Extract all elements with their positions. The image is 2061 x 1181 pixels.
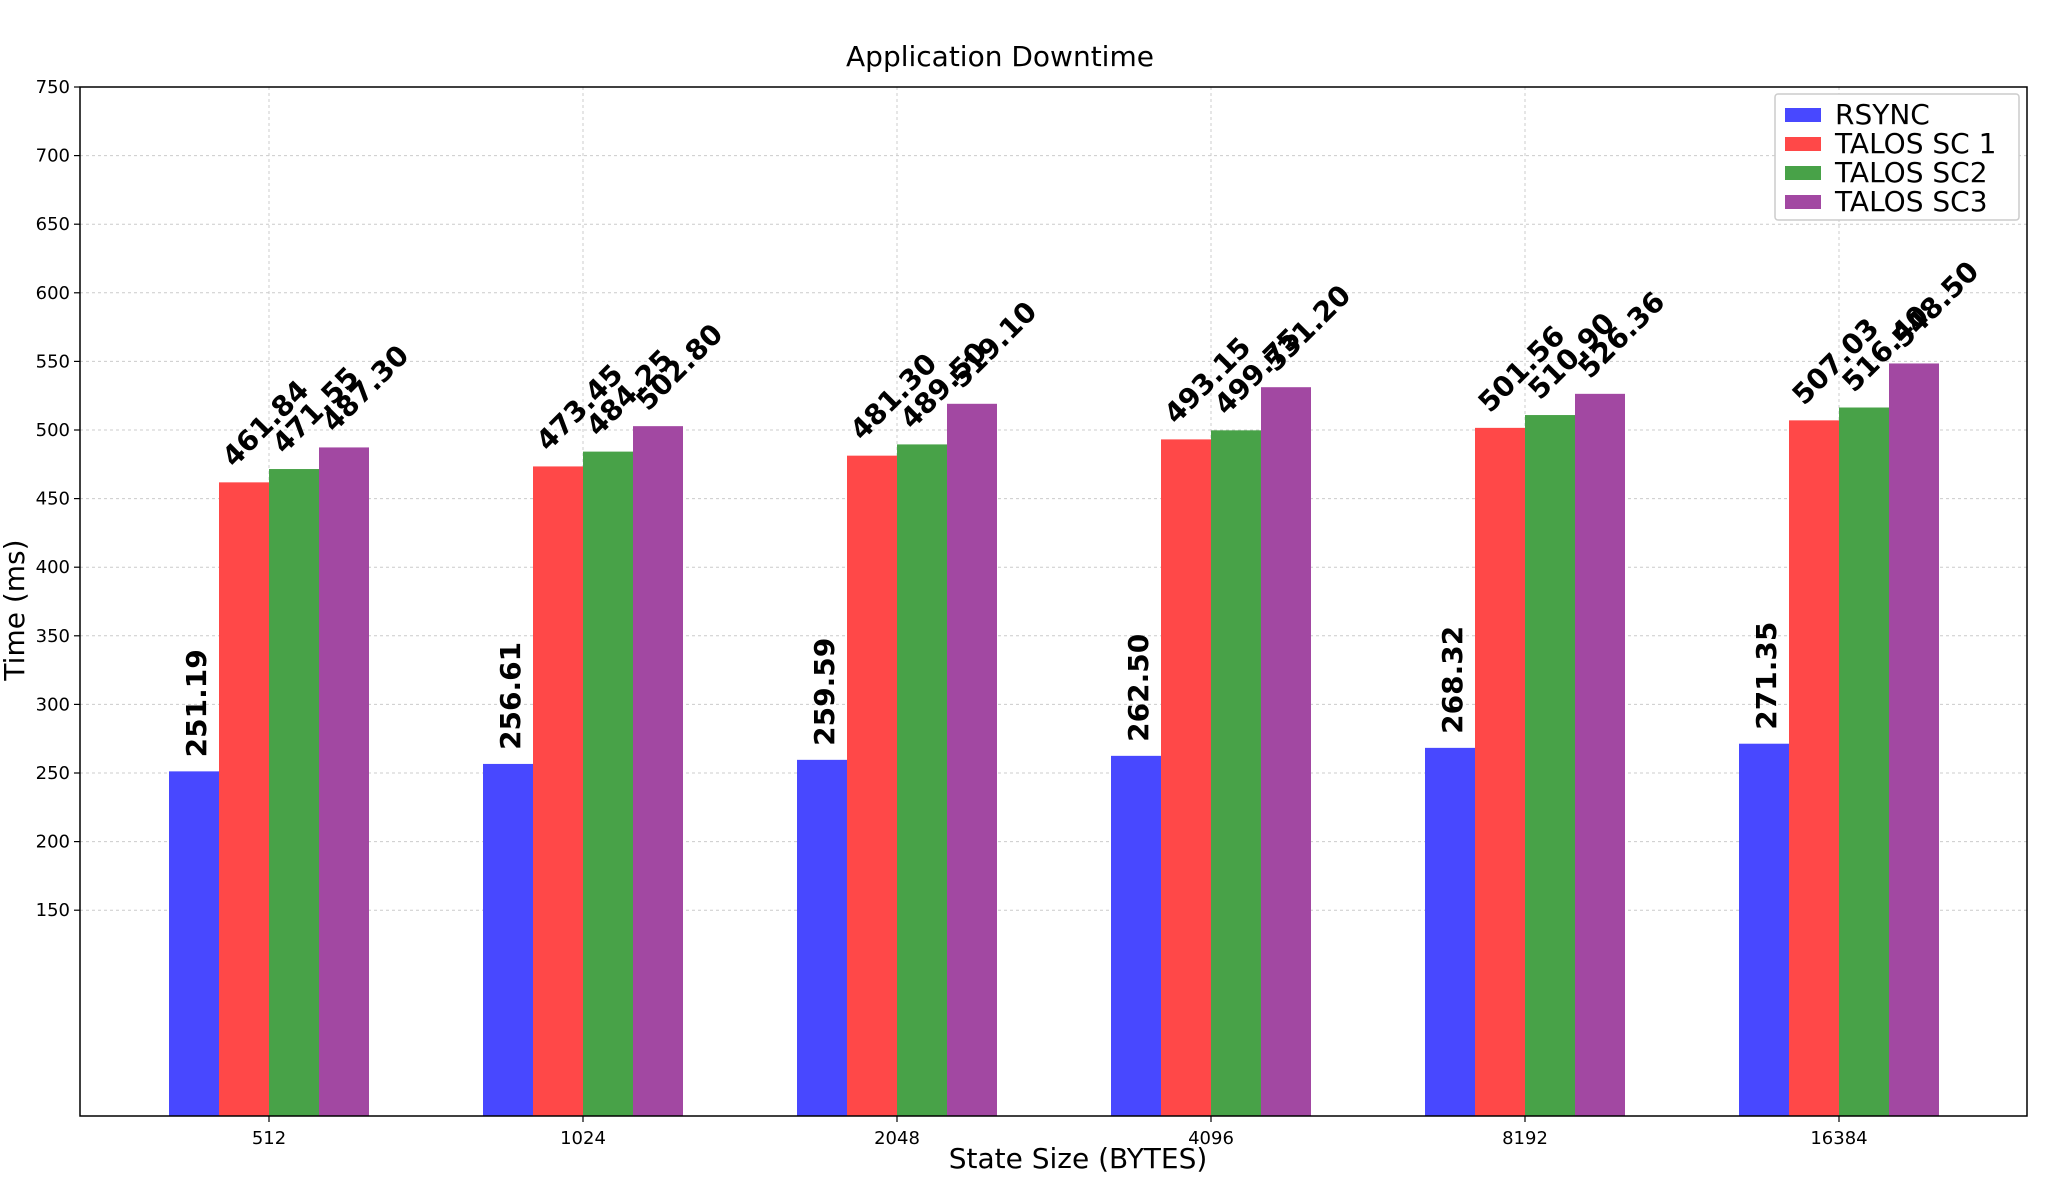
legend-label: TALOS SC2 <box>1834 156 1988 189</box>
data-label: 259.59 <box>808 638 841 746</box>
legend-box <box>1774 93 2020 221</box>
x-tick-label: 4096 <box>1188 1128 1234 1149</box>
bar-rsync <box>797 759 847 1116</box>
y-tick-label: 550 <box>36 351 70 372</box>
y-tick-label: 400 <box>36 557 70 578</box>
data-label: 251.19 <box>180 649 213 757</box>
x-tick-label: 1024 <box>560 1128 606 1149</box>
bar-talos-sc3 <box>1261 387 1311 1116</box>
bar-talos-sc-1 <box>847 455 897 1117</box>
x-axis-title: State Size (BYTES) <box>949 1142 1208 1175</box>
bar-talos-sc2 <box>1525 415 1575 1117</box>
y-tick-label: 600 <box>36 283 70 304</box>
legend-swatch <box>1785 166 1821 180</box>
data-label: 548.50 <box>1886 255 1986 355</box>
legend-label: TALOS SC 1 <box>1834 127 1996 160</box>
y-tick-label: 300 <box>36 694 70 715</box>
y-tick-label: 350 <box>36 626 70 647</box>
bar-talos-sc2 <box>583 451 633 1116</box>
bar-talos-sc2 <box>269 469 319 1116</box>
x-tick-label: 8192 <box>1502 1128 1548 1149</box>
y-tick-label: 200 <box>36 832 70 853</box>
data-label: 531.20 <box>1258 278 1358 378</box>
legend-label: TALOS SC3 <box>1834 185 1988 218</box>
bars-layer <box>169 363 1939 1117</box>
y-tick-label: 500 <box>36 420 70 441</box>
data-labels-layer: 251.19 256.61 259.59 262.50 268.32 271.35461.… <box>180 255 1985 758</box>
bar-talos-sc-1 <box>1475 427 1525 1116</box>
chart-title: Application Downtime <box>846 40 1154 73</box>
bar-talos-sc3 <box>1889 363 1939 1116</box>
bar-talos-sc3 <box>1575 393 1625 1116</box>
bar-rsync <box>1425 747 1475 1116</box>
grid-layer <box>80 86 2027 1116</box>
bar-talos-sc2 <box>897 444 947 1116</box>
x-tick-label: 512 <box>252 1128 286 1149</box>
bar-talos-sc-1 <box>1161 439 1211 1116</box>
legend-swatch <box>1785 108 1821 122</box>
data-label: 271.35 <box>1750 622 1783 730</box>
y-tick-label: 650 <box>36 214 70 235</box>
x-axis-ticks: 512 1024 2048 4096 8192 16384 <box>252 1116 1868 1149</box>
bar-talos-sc-1 <box>219 482 269 1116</box>
y-axis-title: Time (ms) <box>0 539 31 681</box>
bar-talos-sc3 <box>633 426 683 1116</box>
x-tick-label: 16384 <box>1810 1128 1867 1149</box>
y-tick-label: 150 <box>36 900 70 921</box>
bar-rsync <box>483 763 533 1116</box>
data-label: 519.10 <box>944 295 1044 395</box>
y-tick-label: 450 <box>36 489 70 510</box>
legend-swatch <box>1785 137 1821 151</box>
x-tick-label: 2048 <box>874 1128 920 1149</box>
bar-talos-sc2 <box>1839 407 1889 1116</box>
bar-rsync <box>1111 755 1161 1116</box>
bar-talos-sc2 <box>1211 430 1261 1116</box>
legend-swatch <box>1785 195 1821 209</box>
data-label: 262.50 <box>1122 634 1155 742</box>
bar-talos-sc3 <box>319 447 369 1116</box>
plot-frame <box>79 86 2028 1117</box>
bar-talos-sc3 <box>947 403 997 1116</box>
data-label: 268.32 <box>1436 626 1469 734</box>
y-tick-label: 700 <box>36 146 70 167</box>
bar-talos-sc-1 <box>533 466 583 1116</box>
y-axis-ticks: 150 200 250 300 350 400 450 500 550 600 650 700 750 <box>36 77 80 921</box>
bar-rsync <box>1739 743 1789 1116</box>
bar-rsync <box>169 771 219 1116</box>
bar-talos-sc-1 <box>1789 420 1839 1116</box>
y-tick-label: 750 <box>36 77 70 98</box>
data-label: 256.61 <box>494 642 527 750</box>
y-tick-label: 250 <box>36 763 70 784</box>
legend-label: RSYNC <box>1835 98 1930 131</box>
